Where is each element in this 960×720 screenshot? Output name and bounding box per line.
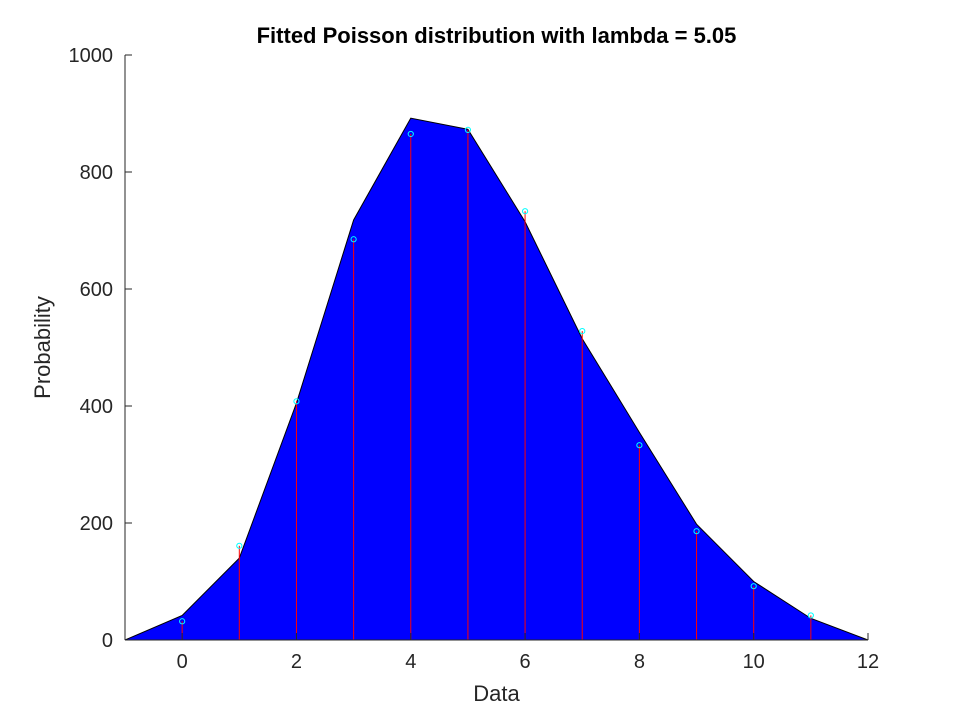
observed-marker — [407, 130, 414, 138]
y-tick-label: 600 — [80, 279, 113, 301]
chart-title: Fitted Poisson distribution with lambda … — [257, 23, 737, 48]
y-tick-label: 800 — [80, 162, 113, 184]
x-tick-label: 2 — [291, 651, 302, 673]
plot-area — [124, 117, 869, 641]
observed-marker — [521, 208, 529, 215]
x-tick-label: 0 — [177, 651, 188, 673]
y-tick-label: 400 — [80, 396, 113, 418]
observed-marker — [636, 442, 643, 449]
observed-marker — [464, 126, 472, 133]
observed-marker — [350, 236, 357, 243]
observed-marker — [693, 528, 700, 535]
x-tick-label: 12 — [857, 651, 879, 673]
y-tick-label: 0 — [102, 630, 113, 652]
x-tick-label: 8 — [634, 651, 645, 673]
observed-marker — [750, 583, 757, 590]
observed-marker — [807, 612, 814, 619]
observed-marker — [179, 618, 186, 625]
observed-marker — [236, 542, 243, 549]
x-tick-label: 6 — [520, 651, 531, 673]
observed-marker — [293, 398, 300, 405]
y-axis-title: Probability — [30, 296, 55, 399]
x-axis-title: Data — [473, 681, 520, 706]
x-tick-label: 4 — [405, 651, 416, 673]
x-tick-label: 10 — [743, 651, 765, 673]
fitted-distribution-area — [124, 117, 869, 641]
y-tick-label: 200 — [80, 513, 113, 535]
observed-marker — [579, 328, 586, 335]
axes: 0 2 4 6 8 10 12 0 200 400 600 800 1000 — [69, 45, 880, 673]
y-tick-label: 1000 — [69, 45, 114, 67]
